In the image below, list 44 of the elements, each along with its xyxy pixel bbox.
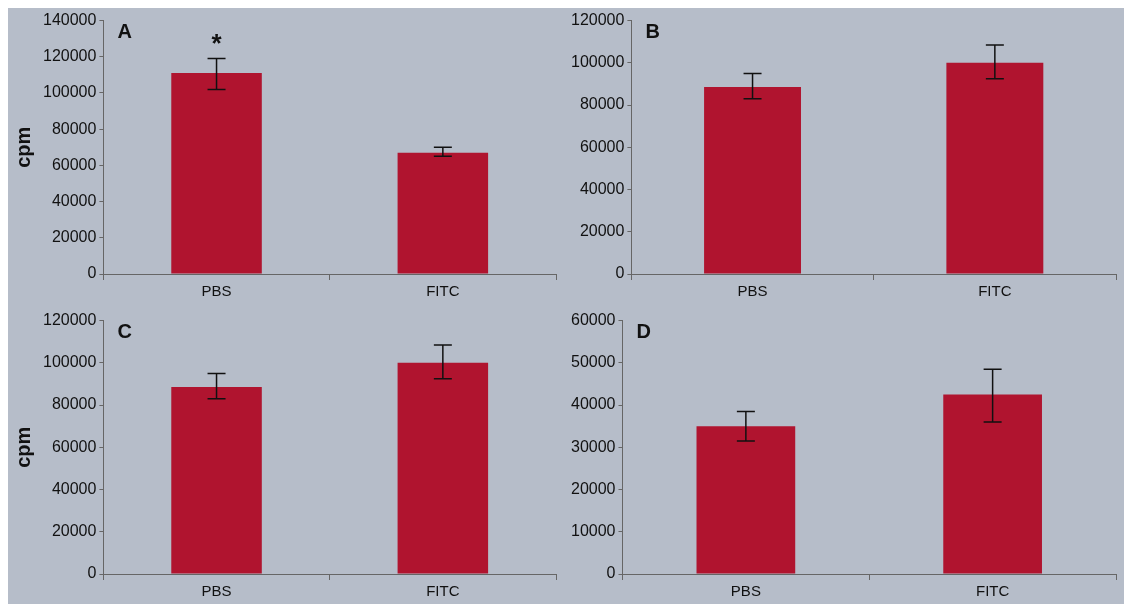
y-tick-label: 40000 [51, 192, 97, 210]
y-tick-label: 0 [87, 564, 97, 582]
y-tick-label: 0 [615, 264, 625, 282]
y-axis-title: cpm [11, 126, 34, 168]
x-tick-label: FITC [426, 282, 460, 300]
y-tick-label: 60000 [51, 437, 97, 455]
chart-title: D [636, 320, 651, 343]
y-tick-label: 10000 [570, 522, 616, 540]
y-tick-label: 120000 [571, 11, 625, 29]
x-tick-label: PBS [737, 282, 768, 300]
y-tick-label: 0 [87, 264, 97, 282]
y-tick-label: 20000 [51, 228, 97, 246]
y-tick-label: 60000 [570, 311, 616, 329]
chart-title: C [117, 320, 132, 343]
chart-title: B [645, 20, 660, 43]
y-axis-title: cpm [11, 426, 34, 468]
y-tick-label: 100000 [43, 353, 97, 371]
y-tick-label: 30000 [570, 437, 616, 455]
x-tick-label: PBS [730, 582, 761, 600]
y-tick-label: 40000 [51, 479, 97, 497]
y-tick-label: 140000 [43, 11, 97, 29]
x-tick-label: FITC [975, 582, 1010, 600]
x-tick-label: PBS [201, 282, 232, 300]
y-tick-label: 60000 [51, 155, 97, 173]
y-tick-label: 100000 [43, 83, 97, 101]
y-tick-label: 80000 [579, 95, 625, 113]
annotation: * [211, 27, 223, 58]
x-tick-label: FITC [426, 582, 460, 600]
y-tick-label: 0 [606, 564, 616, 582]
y-tick-label: 80000 [51, 119, 97, 137]
y-tick-label: 20000 [51, 522, 97, 540]
y-tick-label: 20000 [570, 479, 616, 497]
y-tick-label: 40000 [570, 395, 616, 413]
y-tick-label: 20000 [579, 222, 625, 240]
y-tick-label: 120000 [43, 311, 97, 329]
y-tick-label: 60000 [579, 137, 625, 155]
chart-title: A [117, 20, 132, 43]
x-tick-label: PBS [201, 582, 232, 600]
y-tick-label: 100000 [571, 53, 625, 71]
y-tick-label: 80000 [51, 395, 97, 413]
y-tick-label: 50000 [570, 353, 616, 371]
y-tick-label: 40000 [579, 179, 625, 197]
x-tick-label: FITC [978, 282, 1012, 300]
y-tick-label: 120000 [43, 47, 97, 65]
